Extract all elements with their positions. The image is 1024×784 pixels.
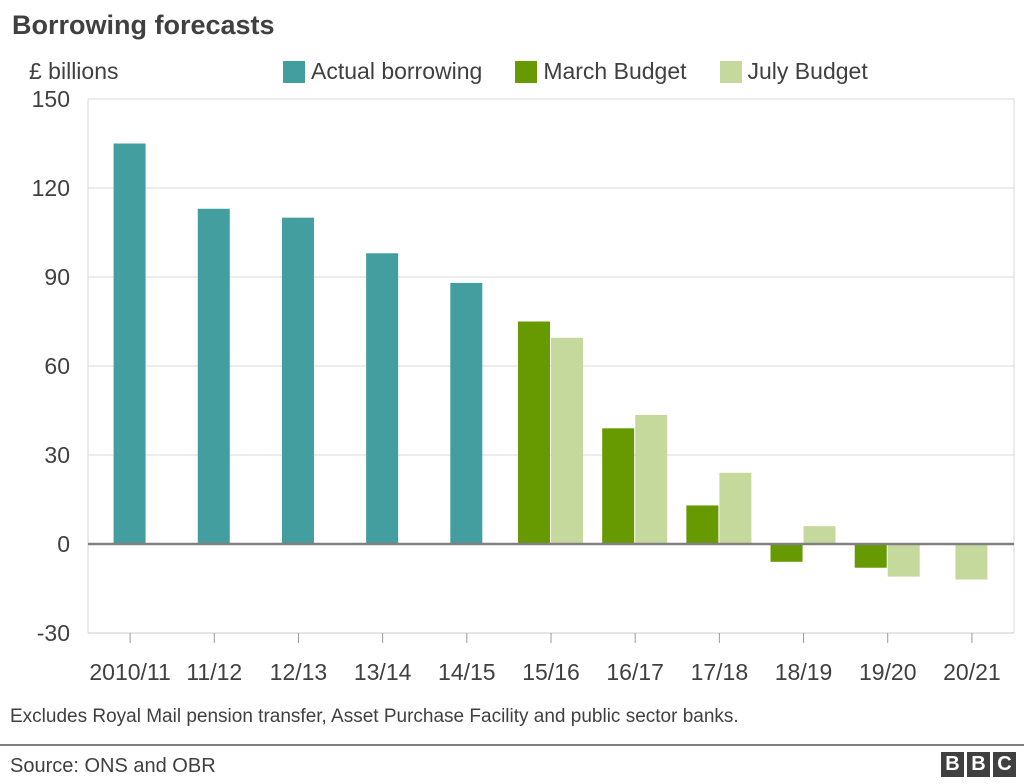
bar-march-budget [518, 321, 550, 544]
legend-item-july: July Budget [719, 58, 868, 85]
y-tick-label: 150 [32, 86, 70, 112]
bar-march-budget [770, 544, 803, 562]
x-tick-label: 18/19 [775, 659, 833, 685]
legend-swatch-actual [283, 60, 305, 83]
x-tick-label: 16/17 [606, 659, 664, 685]
bar-july-budget [551, 337, 583, 544]
x-tick-label: 14/15 [438, 659, 496, 685]
y-tick-label: 120 [32, 175, 70, 201]
y-tick-label: -30 [37, 620, 70, 646]
bar-july-budget [635, 414, 668, 544]
y-tick-label: 60 [44, 353, 70, 379]
y-tick-label: 30 [44, 442, 70, 468]
x-tick-label: 20/21 [943, 659, 1001, 685]
chart-title: Borrowing forecasts [12, 10, 275, 40]
x-tick-label: 13/14 [354, 659, 412, 685]
bar-march-budget [854, 544, 887, 568]
bar-actual-borrowing [281, 217, 314, 544]
source-note: Source: ONS and OBR [10, 755, 216, 777]
legend-label-actual: Actual borrowing [311, 58, 483, 84]
x-tick-label: 19/20 [859, 659, 917, 685]
bar-actual-borrowing [113, 143, 146, 544]
x-tick-label: 17/18 [691, 659, 749, 685]
x-tick-label: 12/13 [270, 659, 328, 685]
bar-july-budget [719, 472, 752, 544]
y-tick-label: 0 [57, 531, 70, 557]
y-axis-unit-label: £ billions [29, 58, 119, 84]
legend-item-march: March Budget [515, 58, 687, 85]
footer-divider [0, 744, 1024, 746]
legend-label-july: July Budget [747, 58, 868, 84]
legend-swatch-july [719, 60, 742, 83]
y-tick-label: 90 [44, 264, 70, 290]
legend-label-march: March Budget [543, 58, 687, 84]
bar-actual-borrowing [197, 208, 230, 544]
bbc-logo: B B C [941, 752, 1016, 777]
bar-chart: -30 0 30 60 90 120 150 2010/11 11/12 12/13 13/14 14… [32, 86, 1015, 685]
x-tick-label: 2010/11 [89, 659, 170, 685]
bar-july-budget [803, 526, 836, 544]
bar-july-budget [955, 544, 988, 580]
legend-item-actual: Actual borrowing [283, 58, 482, 85]
bbc-logo-letter: B [967, 752, 990, 777]
footnote: Excludes Royal Mail pension transfer, As… [10, 706, 739, 727]
bar-actual-borrowing [366, 253, 399, 544]
bar-march-budget [602, 428, 635, 544]
x-tick-label: 15/16 [522, 659, 580, 685]
bbc-logo-letter: C [993, 752, 1016, 777]
bar-march-budget [686, 505, 719, 544]
chart-legend: Actual borrowing March Budget July Budge… [283, 58, 901, 85]
bar-actual-borrowing [450, 282, 483, 544]
legend-swatch-march [515, 60, 538, 83]
bbc-logo-letter: B [941, 752, 964, 777]
x-tick-label: 11/12 [186, 659, 242, 685]
bar-july-budget [887, 544, 920, 577]
